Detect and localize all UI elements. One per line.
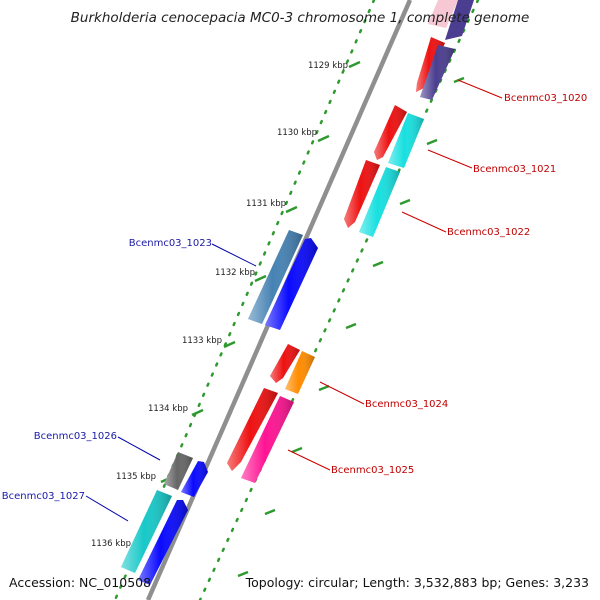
topology-text: Topology: circular; Length: 3,532,883 bp… bbox=[245, 575, 589, 590]
kbp-label-1131: 1131 kbp bbox=[246, 199, 286, 209]
gene-arrow-blue-b2 bbox=[181, 461, 208, 497]
gene-arrow-red-a4 bbox=[270, 344, 300, 383]
gene-arrow-bcenmc03-1025 bbox=[241, 396, 294, 483]
gene-arrow-bcenmc03-1022 bbox=[359, 167, 400, 237]
gene-label-bcenmc03-1025: Bcenmc03_1025 bbox=[331, 465, 414, 476]
inner-rail-ticks bbox=[237, 76, 465, 578]
gene-arrow-bcenmc03-1027 bbox=[121, 490, 172, 573]
kbp-tick-labels: 1129 kbp 1130 kbp 1131 kbp 1132 kbp 1133… bbox=[91, 61, 348, 549]
gene-labels-reverse: Bcenmc03_1020 Bcenmc03_1021 Bcenmc03_102… bbox=[331, 93, 587, 476]
gene-arrow-blue-b1 bbox=[265, 238, 318, 330]
gene-arrow-red-a3 bbox=[344, 160, 380, 228]
gene-arrow-bcenmc03-1021 bbox=[388, 113, 424, 168]
gene-label-bcenmc03-1022: Bcenmc03_1022 bbox=[447, 227, 530, 238]
gene-label-bcenmc03-1024: Bcenmc03_1024 bbox=[365, 399, 448, 410]
kbp-label-1135: 1135 kbp bbox=[116, 472, 156, 482]
kbp-label-1129: 1129 kbp bbox=[308, 61, 348, 71]
gene-arrow-red-a5 bbox=[227, 388, 278, 471]
accession-text: Accession: NC_010508 bbox=[9, 575, 151, 590]
gene-arrow-bcenmc03-1024 bbox=[285, 351, 315, 394]
gene-label-bcenmc03-1020: Bcenmc03_1020 bbox=[504, 93, 587, 104]
inner-tick-rail bbox=[198, 0, 480, 600]
outer-tick-rail bbox=[113, 0, 376, 600]
gene-label-bcenmc03-1026: Bcenmc03_1026 bbox=[34, 431, 117, 442]
gene-leader-lines bbox=[85, 79, 503, 522]
gene-arrow-bcenmc03-1023 bbox=[248, 230, 303, 324]
kbp-label-1132: 1132 kbp bbox=[215, 268, 255, 278]
kbp-label-1134: 1134 kbp bbox=[148, 404, 188, 414]
gene-label-bcenmc03-1021: Bcenmc03_1021 bbox=[473, 164, 556, 175]
map-title: Burkholderia cenocepacia MC0-3 chromosom… bbox=[71, 10, 530, 26]
gene-arrow-bcenmc03-1020 bbox=[420, 45, 455, 100]
gene-arrow-red-a2 bbox=[374, 105, 407, 160]
gene-label-bcenmc03-1023: Bcenmc03_1023 bbox=[129, 238, 212, 249]
gene-arrow-blue-b3 bbox=[138, 500, 188, 585]
gene-arrow-partial-top bbox=[428, 0, 474, 40]
gene-label-bcenmc03-1027: Bcenmc03_1027 bbox=[2, 491, 85, 502]
gene-arrow-bcenmc03-1026 bbox=[164, 452, 193, 490]
kbp-label-1130: 1130 kbp bbox=[277, 128, 317, 138]
kbp-label-1133: 1133 kbp bbox=[182, 336, 222, 346]
kbp-label-1136: 1136 kbp bbox=[91, 539, 131, 549]
gene-labels-forward: Bcenmc03_1023 Bcenmc03_1026 Bcenmc03_102… bbox=[2, 238, 212, 502]
